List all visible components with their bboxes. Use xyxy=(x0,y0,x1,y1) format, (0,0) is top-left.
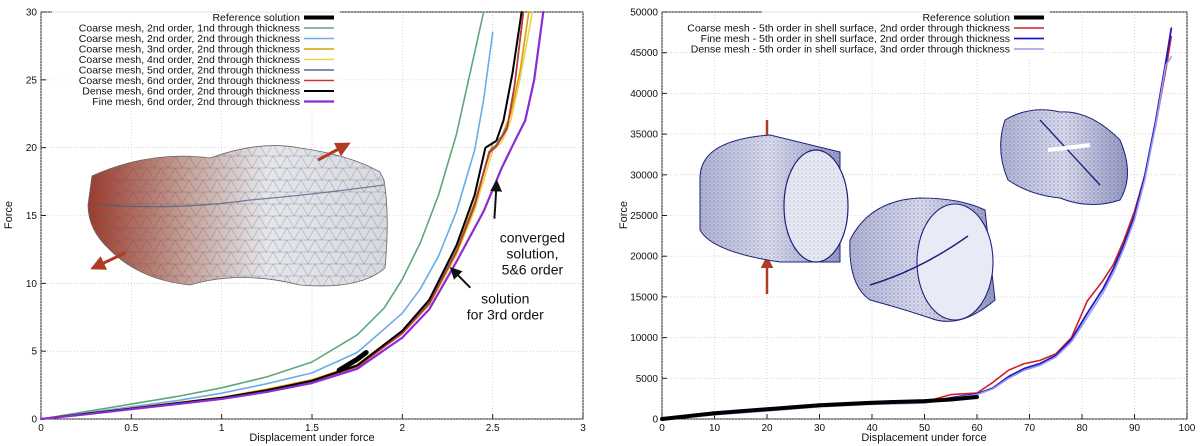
series-line-2 xyxy=(40,31,494,420)
legend-background xyxy=(52,11,340,112)
series-line-0 xyxy=(336,350,369,373)
x-tick-label: 100 xyxy=(1179,423,1196,434)
series-line-0 xyxy=(660,395,979,421)
x-tick-label: 1 xyxy=(219,423,225,434)
legend-label: Coarse mesh, 4nd order, 2nd through thic… xyxy=(79,54,300,66)
annotation-arrow xyxy=(449,266,472,289)
left-y-ticks: 0 5 10 15 20 25 30 xyxy=(26,8,46,426)
right-chart: 0 10 20 30 40 50 60 70 80 90 100 0 5000 10000 15000 20… xyxy=(618,8,1196,445)
legend-label: Fine mesh, 6nd order, 2nd through thickn… xyxy=(92,96,300,108)
right-series-lines xyxy=(660,27,1173,421)
y-tick-label: 25 xyxy=(26,75,38,86)
y-tick-label: 0 xyxy=(652,415,658,426)
x-tick-label: 60 xyxy=(971,423,983,434)
legend-label: Reference solution xyxy=(922,12,1010,24)
series-line-8 xyxy=(39,10,545,421)
right-y-axis-label: Force xyxy=(618,201,630,229)
x-tick-label: 3 xyxy=(580,423,586,434)
pull-arrow-left xyxy=(90,251,126,270)
y-tick-label: 50000 xyxy=(630,8,658,19)
x-tick-label: 0 xyxy=(38,423,44,434)
y-tick-label: 15 xyxy=(26,211,38,222)
y-tick-label: 10 xyxy=(26,279,38,290)
y-tick-label: 40000 xyxy=(630,89,658,100)
x-tick-label: 1.5 xyxy=(305,423,319,434)
y-tick-label: 20 xyxy=(26,143,38,154)
series-line-1 xyxy=(40,11,485,420)
legend-label: Coarse mesh, 3nd order, 2nd through thic… xyxy=(79,44,300,56)
pillow-mesh-illustration xyxy=(87,142,388,287)
x-tick-label: 40 xyxy=(866,423,878,434)
left-x-ticks: 0 0.5 1 1.5 2 2.5 3 xyxy=(38,414,586,434)
y-tick-label: 0 xyxy=(31,415,37,426)
y-tick-label: 30 xyxy=(26,8,38,19)
y-tick-label: 5 xyxy=(31,347,37,358)
left-series-lines xyxy=(39,10,545,421)
x-tick-label: 10 xyxy=(709,423,721,434)
y-tick-label: 25000 xyxy=(630,211,658,222)
cylinder-mesh-illustration xyxy=(699,109,1128,322)
y-tick-label: 35000 xyxy=(630,130,658,141)
legend-label: Coarse mesh, 2nd order, 1nd through thic… xyxy=(79,23,300,35)
y-tick-label: 30000 xyxy=(630,170,658,181)
left-y-axis-label: Force xyxy=(3,201,15,229)
x-tick-label: 50 xyxy=(919,423,931,434)
x-tick-label: 2 xyxy=(400,423,406,434)
y-tick-label: 5000 xyxy=(636,374,659,385)
left-annotations: converged solution, 5&6 order solution for 3… xyxy=(449,179,565,323)
annotation-text: converged solution, 5&6 order xyxy=(500,230,565,278)
annotation-text: solution for 3rd order xyxy=(467,291,544,323)
y-tick-label: 45000 xyxy=(630,48,658,59)
right-y-ticks: 0 5000 10000 15000 20000 25000 30000 35000 40000… xyxy=(630,8,667,426)
y-tick-label: 20000 xyxy=(630,252,658,263)
legend-label: Coarse mesh, 2nd order, 2nd through thic… xyxy=(79,33,300,45)
y-tick-label: 15000 xyxy=(630,292,658,303)
x-tick-label: 80 xyxy=(1076,423,1088,434)
x-tick-label: 0.5 xyxy=(124,423,138,434)
x-tick-label: 30 xyxy=(814,423,826,434)
y-tick-label: 10000 xyxy=(630,333,658,344)
x-tick-label: 0 xyxy=(659,423,665,434)
left-chart: 0 0.5 1 1.5 2 2.5 3 0 5 10 15 20 25 30 converged solu… xyxy=(3,8,586,445)
legend-label: Coarse mesh, 5nd order, 2nd through thic… xyxy=(79,65,300,77)
legend-label: Coarse mesh - 5th order in shell surface… xyxy=(687,23,1010,35)
legend-label: Dense mesh - 5th order in shell surface,… xyxy=(691,44,1010,56)
legend-background xyxy=(762,11,1050,59)
annotation-arrow xyxy=(490,179,503,219)
left-x-axis-label: Displacement under force xyxy=(249,432,374,444)
legend-label: Reference solution xyxy=(212,12,300,24)
x-tick-label: 70 xyxy=(1024,423,1036,434)
right-x-ticks: 0 10 20 30 40 50 60 70 80 90 100 xyxy=(659,414,1196,434)
legend-label: Dense mesh, 6nd order, 2nd through thick… xyxy=(82,86,300,98)
legend-label: Coarse mesh, 6nd order, 2nd through thic… xyxy=(79,75,300,87)
pull-arrow-right xyxy=(317,142,351,162)
x-tick-label: 2.5 xyxy=(486,423,500,434)
right-x-axis-label: Displacement under force xyxy=(861,432,986,444)
x-tick-label: 20 xyxy=(761,423,773,434)
x-tick-label: 90 xyxy=(1129,423,1141,434)
legend-label: Fine mesh - 5th order in shell surface, … xyxy=(701,33,1010,45)
